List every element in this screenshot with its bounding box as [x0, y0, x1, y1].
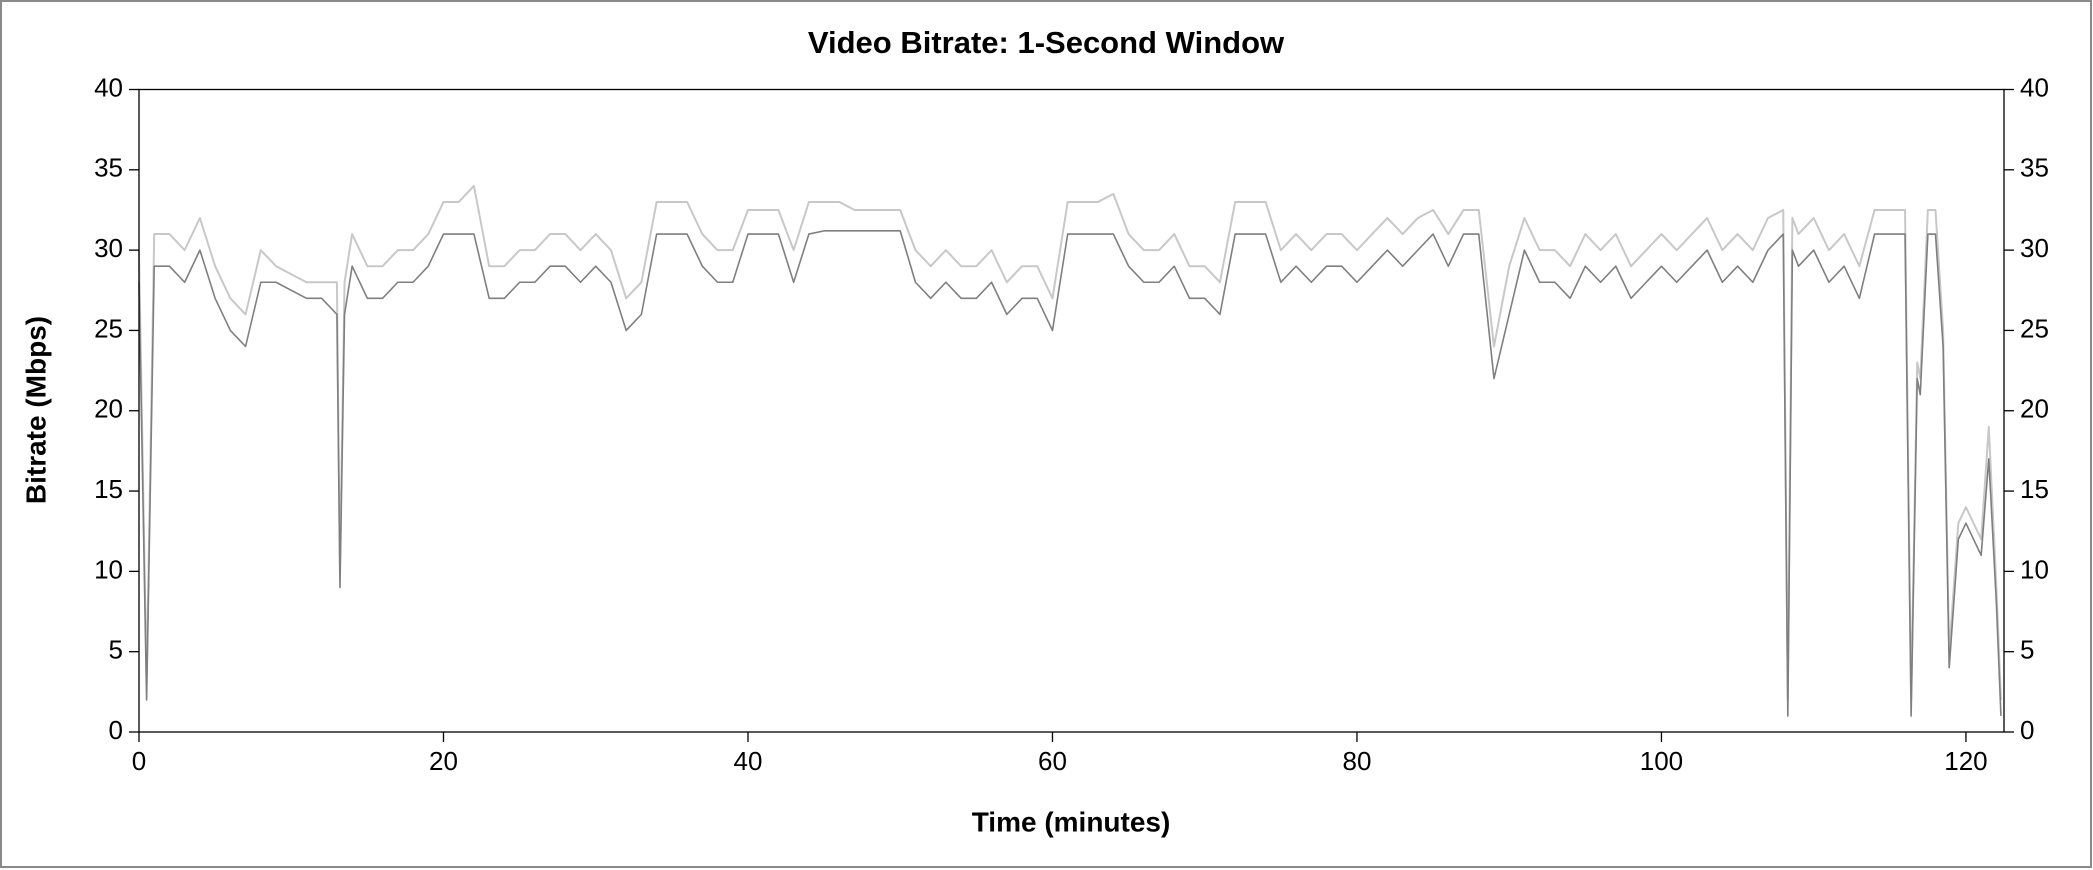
x-tick-label: 40: [734, 746, 763, 776]
x-tick-label: 0: [132, 746, 146, 776]
y-tick-label: 15: [94, 474, 123, 504]
y2-tick-label: 40: [2020, 72, 2049, 102]
x-axis-label: Time (minutes): [972, 806, 1171, 837]
series-line: [138, 230, 2002, 717]
y2-tick-label: 15: [2020, 474, 2049, 504]
y-axis-label: Bitrate (Mbps): [20, 316, 51, 504]
x-tick-label: 80: [1342, 746, 1371, 776]
y-tick-label: 35: [94, 153, 123, 183]
x-tick-label: 60: [1038, 746, 1067, 776]
y2-tick-label: 35: [2020, 153, 2049, 183]
y2-tick-label: 0: [2020, 715, 2034, 745]
y-tick-label: 40: [94, 72, 123, 102]
y2-tick-label: 25: [2020, 313, 2049, 343]
x-tick-label: 120: [1944, 746, 1987, 776]
y-tick-label: 5: [109, 635, 123, 665]
y-tick-label: 10: [94, 554, 123, 584]
chart-title: Video Bitrate: 1-Second Window: [808, 25, 1285, 60]
x-tick-label: 100: [1640, 746, 1683, 776]
y-tick-label: 0: [109, 715, 123, 745]
y2-tick-label: 30: [2020, 233, 2049, 263]
y-tick-label: 25: [94, 313, 123, 343]
y2-tick-label: 5: [2020, 635, 2034, 665]
y2-tick-label: 20: [2020, 394, 2049, 424]
y-tick-label: 20: [94, 394, 123, 424]
y2-tick-label: 10: [2020, 554, 2049, 584]
x-tick-label: 20: [429, 746, 458, 776]
y-tick-label: 30: [94, 233, 123, 263]
